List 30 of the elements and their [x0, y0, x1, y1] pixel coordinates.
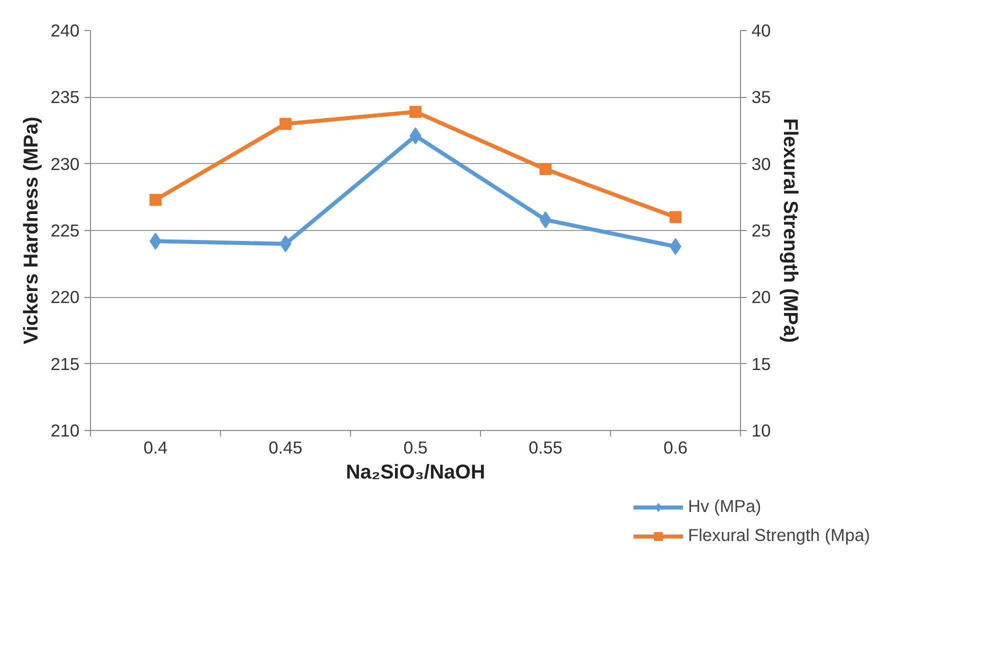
legend-label: Flexural Strength (Mpa)	[688, 525, 870, 546]
y-tick-label: 225	[50, 220, 80, 240]
point	[670, 238, 682, 255]
x-tick-label: 0.55	[528, 438, 562, 458]
y2-tick-label: 20	[752, 287, 771, 308]
y-axis-title: Vickers Hardness (MPa)	[20, 116, 43, 344]
point	[150, 194, 162, 206]
y2-tick-label: 10	[752, 420, 771, 440]
y-tick-label: 230	[50, 154, 80, 174]
legend-label: Hv (MPa)	[688, 496, 762, 517]
point	[410, 106, 422, 118]
y2-tick-label: 30	[752, 154, 771, 174]
y2-tick-label: 25	[752, 220, 771, 240]
point	[280, 118, 292, 130]
x-tick-label: 0.6	[663, 438, 688, 458]
point	[540, 163, 552, 176]
y-tick-label: 220	[50, 287, 80, 308]
x-tick-label: 0.45	[268, 438, 302, 458]
point	[670, 211, 682, 224]
y-tick-label: 235	[50, 87, 80, 108]
x-tick-label: 0.5	[403, 438, 428, 458]
y-tick-label: 215	[50, 354, 80, 374]
x-axis-title: Na₂SiO₃/NaOH	[346, 462, 486, 484]
x-tick-label: 0.4	[143, 438, 168, 458]
y-tick-label: 210	[50, 420, 80, 440]
y2-axis-title: Flexural Strength (MPa)	[778, 118, 801, 343]
y2-tick-label: 40	[752, 20, 771, 40]
y2-tick-label: 35	[752, 87, 771, 108]
y-tick-label: 240	[50, 20, 80, 40]
y2-tick-label: 15	[752, 354, 771, 374]
